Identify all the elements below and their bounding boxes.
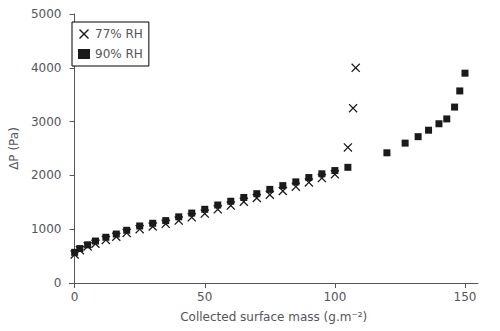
- svg-text:3000: 3000: [31, 115, 62, 129]
- svg-text:0: 0: [54, 276, 62, 290]
- svg-text:150: 150: [454, 290, 477, 304]
- svg-text:90% RH: 90% RH: [95, 47, 143, 61]
- svg-text:1000: 1000: [31, 222, 62, 236]
- svg-text:Collected surface mass (g.m⁻²): Collected surface mass (g.m⁻²): [180, 310, 367, 324]
- svg-text:100: 100: [323, 290, 346, 304]
- svg-text:50: 50: [197, 290, 212, 304]
- svg-text:5000: 5000: [31, 7, 62, 21]
- svg-text:77% RH: 77% RH: [95, 27, 143, 41]
- svg-text:0: 0: [71, 290, 79, 304]
- svg-text:ΔP (Pa): ΔP (Pa): [7, 127, 21, 170]
- svg-text:4000: 4000: [31, 61, 62, 75]
- svg-text:2000: 2000: [31, 168, 62, 182]
